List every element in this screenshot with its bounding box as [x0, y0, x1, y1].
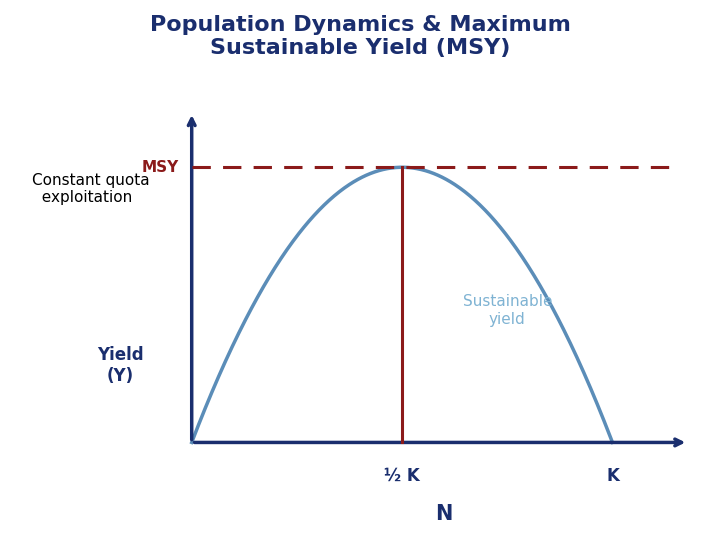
Text: K: K: [606, 467, 619, 485]
Text: ½ K: ½ K: [384, 467, 420, 485]
Text: Constant quota
  exploitation: Constant quota exploitation: [32, 173, 150, 206]
Text: Sustainable
yield: Sustainable yield: [462, 294, 552, 327]
Text: Yield
(Y): Yield (Y): [97, 346, 143, 385]
Title: Population Dynamics & Maximum
Sustainable Yield (MSY): Population Dynamics & Maximum Sustainabl…: [150, 15, 570, 58]
Text: N: N: [436, 504, 453, 524]
Text: MSY: MSY: [142, 160, 179, 175]
